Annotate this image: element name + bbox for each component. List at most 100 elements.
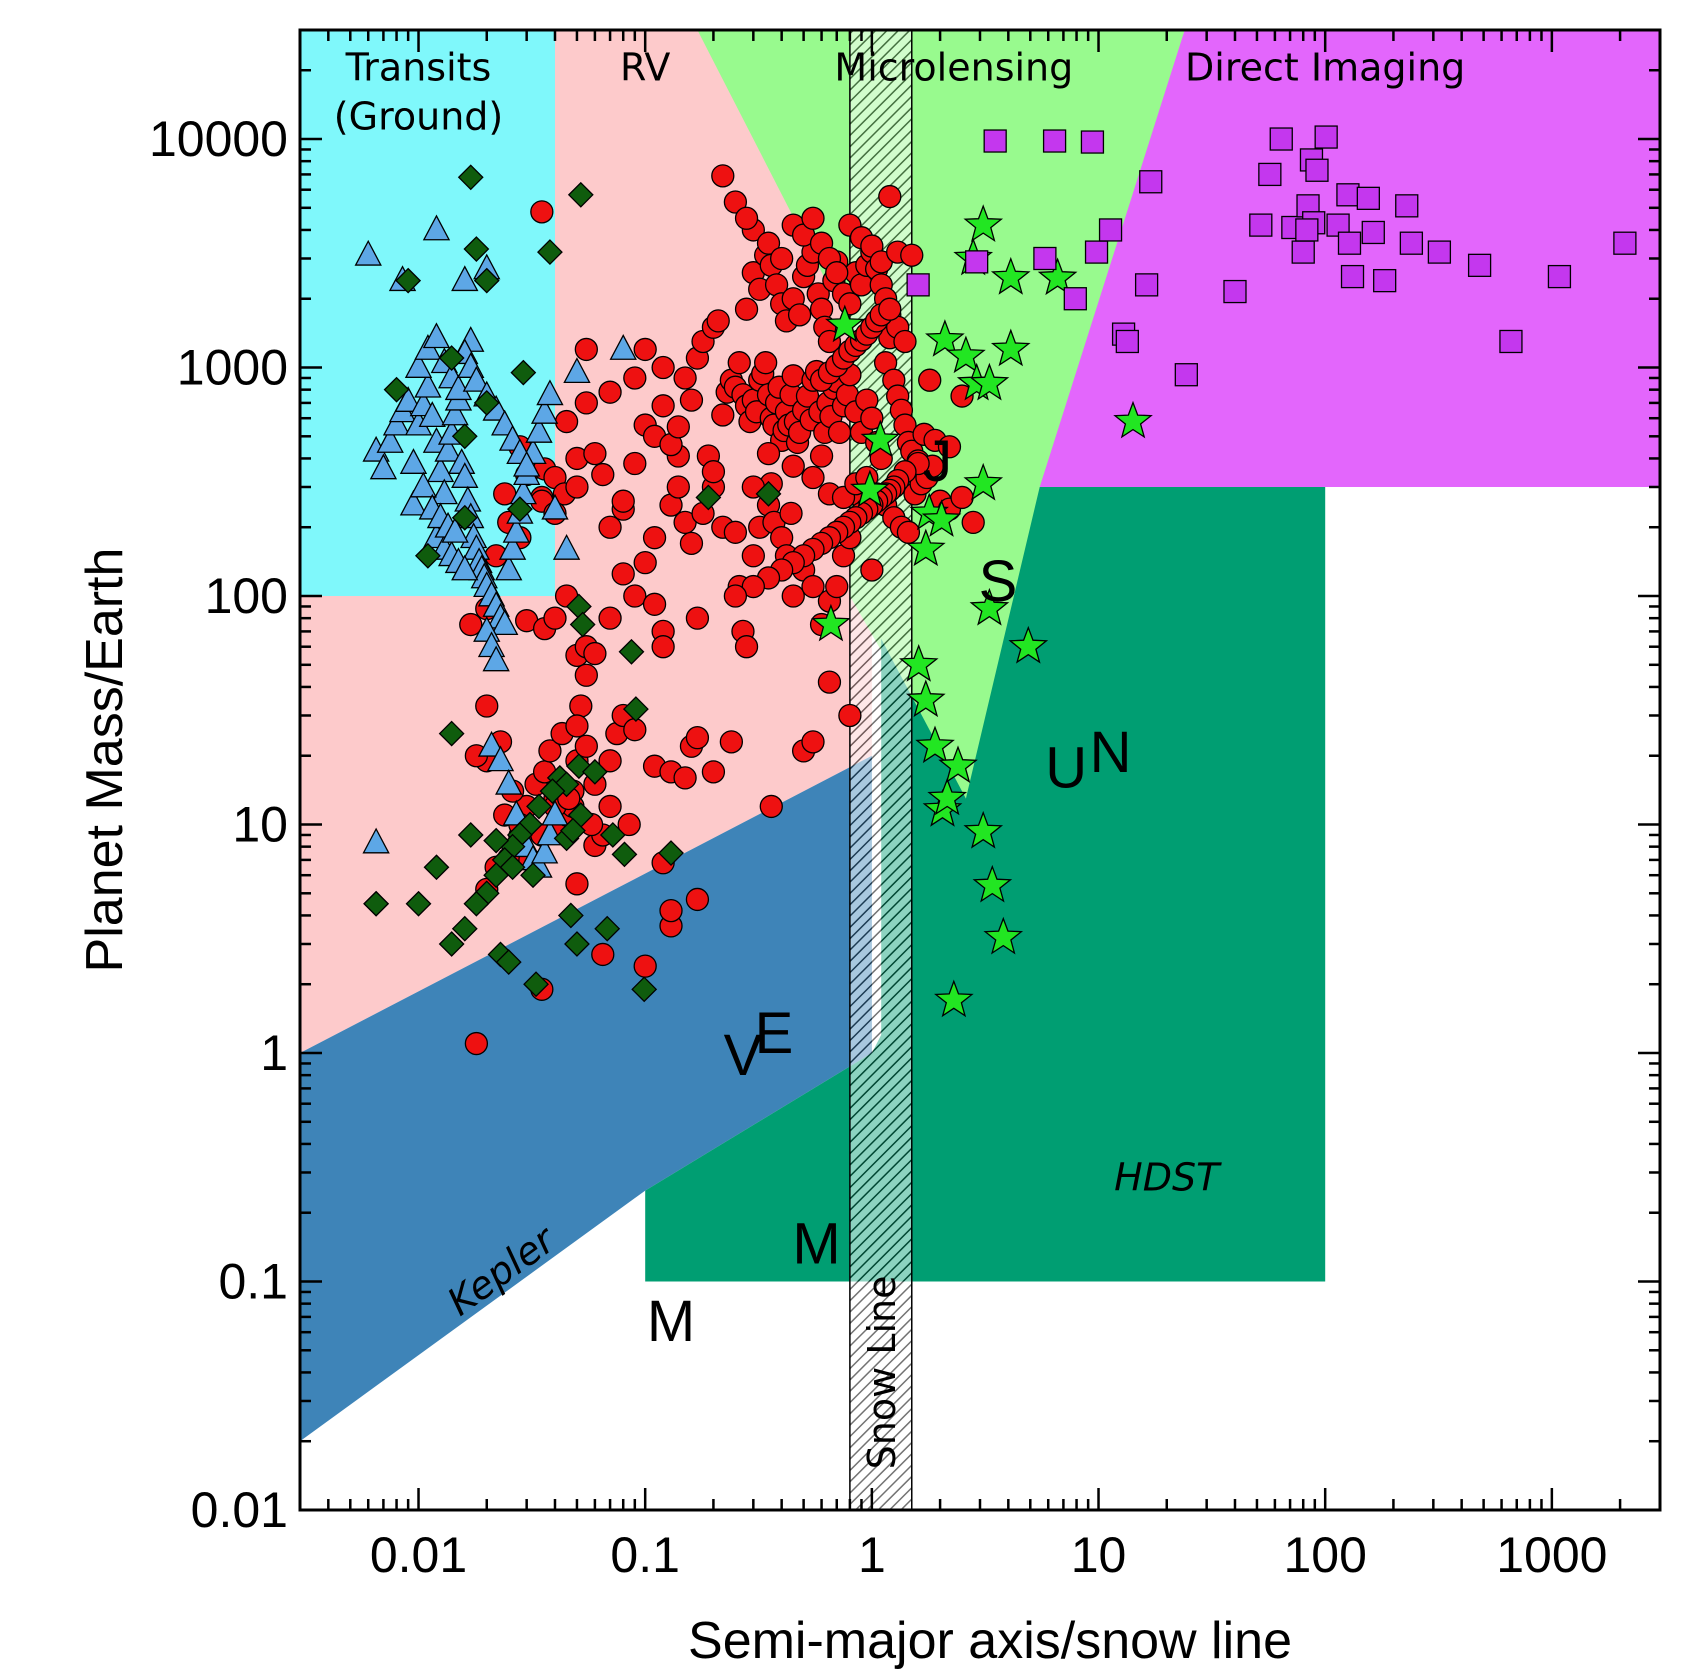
triangle-point (422, 322, 451, 349)
y-tick-label: 1000 (177, 340, 288, 396)
triangle-point (441, 516, 469, 543)
circle-point (679, 531, 704, 556)
circle-point (583, 641, 607, 666)
circle-point (827, 420, 852, 445)
square-point (1340, 264, 1365, 289)
star-point (915, 725, 955, 764)
square-point (1356, 186, 1380, 210)
star-point (905, 679, 946, 718)
diamond-point (383, 376, 410, 403)
star-point (969, 362, 1010, 401)
y-axis-title: Planet Mass/Earth (76, 548, 134, 973)
circle-point (591, 942, 615, 967)
circle-point (825, 261, 849, 285)
star-point (1037, 257, 1078, 296)
triangle-point (444, 374, 473, 401)
circle-point (756, 231, 781, 255)
triangle-point (409, 471, 438, 498)
region-and-planet-labels: Transits (Ground) RV Microlensing Direct Ima… (334, 46, 1466, 1470)
diamond-point (594, 915, 621, 942)
circle-point (598, 606, 622, 630)
y-tick-label: 0.01 (191, 1482, 288, 1538)
circle-point (756, 441, 781, 466)
region-label: Transits (345, 46, 492, 90)
solar-system-planet-label: U (1045, 736, 1087, 801)
circle-point (741, 574, 765, 599)
circle-point (723, 520, 748, 544)
y-tick-label: 10000 (149, 111, 288, 167)
circle-point (554, 409, 579, 434)
solar-system-planet-label: E (755, 1001, 794, 1066)
diamond-point (405, 890, 432, 917)
circle-point (598, 749, 622, 773)
circle-point (878, 184, 902, 209)
square-point (1249, 213, 1273, 237)
star-point (825, 304, 865, 343)
circle-point (937, 435, 962, 459)
star-point (905, 528, 946, 567)
square-point (1063, 287, 1087, 311)
circle-point (701, 760, 726, 784)
square-point (1042, 129, 1067, 153)
diamond-point (658, 840, 684, 866)
triangle-point (451, 265, 479, 292)
circle-point (617, 812, 641, 837)
circle-point (801, 574, 825, 599)
diamond-point (451, 915, 478, 942)
triangle-point (462, 365, 491, 392)
circle-point (701, 460, 726, 484)
star-point (927, 777, 968, 816)
circle-point (623, 718, 647, 742)
diamond-point (599, 822, 626, 848)
diamond-point (438, 931, 465, 957)
region-4 (300, 755, 872, 1442)
y-tick-label: 1 (260, 1025, 288, 1081)
diamond-point (755, 480, 782, 507)
region-label: RV (620, 46, 670, 90)
square-point (1084, 240, 1109, 264)
circle-point (591, 462, 615, 487)
circle-point (809, 444, 834, 468)
x-axis-title: Semi-major axis/snow line (688, 1612, 1292, 1670)
solar-system-planet-label: M (647, 1289, 695, 1354)
circle-point (787, 303, 812, 327)
circle-point (565, 475, 589, 499)
star-point (990, 256, 1031, 295)
circle-point (896, 520, 921, 544)
square-point (1223, 279, 1247, 304)
star-point (938, 745, 978, 784)
square-point (1291, 240, 1315, 264)
circle-point (543, 606, 567, 630)
star-point (1008, 625, 1049, 664)
square-point (1174, 363, 1198, 387)
star-point (925, 319, 965, 357)
circle-point (459, 612, 483, 637)
square-point (1336, 183, 1360, 207)
star-point (983, 916, 1024, 955)
circle-point (781, 584, 805, 608)
triangle-point (495, 554, 523, 581)
triangle-point (451, 554, 479, 581)
circle-point (583, 441, 607, 466)
star-point (850, 469, 890, 508)
square-point (1139, 170, 1163, 194)
star-point (963, 204, 1004, 243)
square-point (1395, 194, 1419, 218)
x-tick-label: 0.1 (610, 1527, 680, 1583)
star-point (1113, 400, 1153, 439)
x-tick-label: 10 (1071, 1527, 1127, 1583)
triangle-point (441, 399, 469, 426)
square-point (1467, 253, 1492, 277)
star-point (946, 335, 986, 374)
diamond-point (473, 267, 500, 294)
square-point (1134, 273, 1159, 297)
circle-point (723, 190, 748, 214)
axes: 0.01 0.1 1 10 100 1000 0.01 0.1 1 10 100 1000 10000 (149, 28, 1662, 1583)
square-point (1033, 246, 1057, 271)
circle-point (666, 415, 690, 439)
star-point (963, 810, 1004, 849)
square-point (1080, 130, 1105, 154)
diamond-point (363, 890, 390, 917)
circle-point (801, 206, 825, 230)
